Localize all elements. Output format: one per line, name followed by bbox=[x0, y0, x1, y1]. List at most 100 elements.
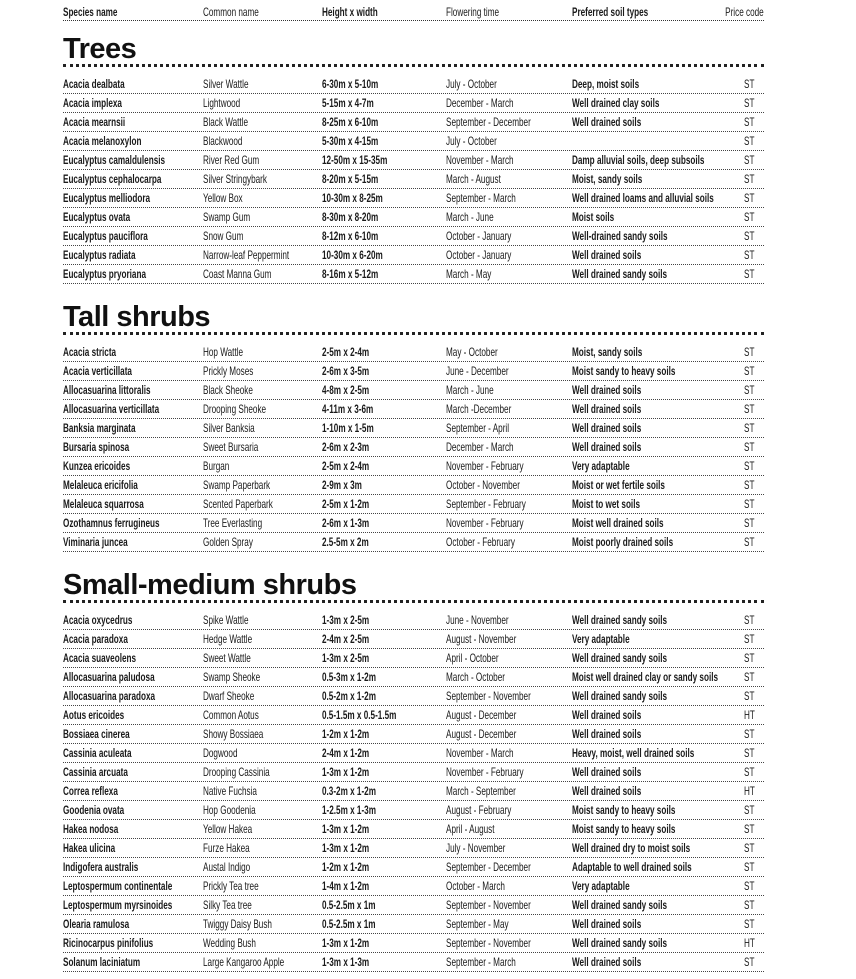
species-name-cell: Acacia stricta bbox=[63, 345, 203, 359]
common-name-cell: Native Fuchsia bbox=[203, 784, 322, 798]
soil-types-cell: Well drained soils bbox=[572, 402, 744, 416]
column-header-height-width: Height x width bbox=[322, 5, 446, 19]
height-width-text: 2-4m x 2-5m bbox=[322, 632, 370, 646]
price-code-text: ST bbox=[744, 115, 755, 129]
column-header-flowering-time: Flowering time bbox=[446, 5, 572, 19]
flowering-time-cell: October - January bbox=[446, 248, 572, 262]
common-name-cell: Silver Wattle bbox=[203, 77, 322, 91]
price-code-text: ST bbox=[744, 803, 755, 817]
common-name-text: Twiggy Daisy Bush bbox=[203, 917, 272, 931]
flowering-time-text: March - May bbox=[446, 267, 492, 281]
common-name-cell: Hop Goodenia bbox=[203, 803, 322, 817]
species-name-text: Solanum laciniatum bbox=[63, 955, 141, 969]
species-name-cell: Acacia oxycedrus bbox=[63, 613, 203, 627]
table-row: Acacia oxycedrus Spike Wattle 1-3m x 2-5m J… bbox=[63, 611, 764, 630]
species-name-cell: Hakea nodosa bbox=[63, 822, 203, 836]
height-width-cell: 4-11m x 3-6m bbox=[322, 402, 446, 416]
common-name-cell: Swamp Gum bbox=[203, 210, 322, 224]
price-code-cell: ST bbox=[744, 153, 764, 167]
price-code-cell: ST bbox=[744, 402, 764, 416]
species-name-text: Eucalyptus pryoriana bbox=[63, 267, 146, 281]
table-row: Ricinocarpus pinifolius Wedding Bush 1-3m … bbox=[63, 934, 764, 953]
price-code-text: ST bbox=[744, 955, 755, 969]
price-code-text: ST bbox=[744, 516, 755, 530]
table-row: Allocasuarina paludosa Swamp Sheoke 0.5-3m… bbox=[63, 668, 764, 687]
price-code-text: ST bbox=[744, 229, 755, 243]
price-code-text: HT bbox=[744, 936, 755, 950]
common-name-text: Black Wattle bbox=[203, 115, 249, 129]
soil-types-text: Moist sandy to heavy soils bbox=[572, 803, 676, 817]
price-code-cell: ST bbox=[744, 898, 764, 912]
height-width-text: 1-3m x 1-3m bbox=[322, 955, 370, 969]
soil-types-cell: Well drained sandy soils bbox=[572, 898, 744, 912]
height-width-text: 2-6m x 2-3m bbox=[322, 440, 370, 454]
height-width-cell: 1-3m x 1-2m bbox=[322, 765, 446, 779]
table-row: Aotus ericoides Common Aotus 0.5-1.5m x 0.… bbox=[63, 706, 764, 725]
height-width-text: 8-12m x 6-10m bbox=[322, 229, 379, 243]
table-row: Acacia mearnsii Black Wattle 8-25m x 6-10m… bbox=[63, 113, 764, 132]
height-width-text: 0.5-2.5m x 1m bbox=[322, 917, 376, 931]
common-name-text: Prickly Moses bbox=[203, 364, 254, 378]
price-code-text: Price code bbox=[725, 4, 764, 19]
species-name-text: Acacia implexa bbox=[63, 96, 122, 110]
common-name-cell: Sweet Wattle bbox=[203, 651, 322, 665]
height-width-text: 8-30m x 8-20m bbox=[322, 210, 379, 224]
soil-types-cell: Well-drained sandy soils bbox=[572, 229, 744, 243]
common-name-cell: Silver Banksia bbox=[203, 421, 322, 435]
common-name-text: Narrow-leaf Peppermint bbox=[203, 248, 290, 262]
soil-types-cell: Adaptable to well drained soils bbox=[572, 860, 744, 874]
price-code-cell: ST bbox=[744, 383, 764, 397]
common-name-cell: Austal Indigo bbox=[203, 860, 322, 874]
section-title: Tall shrubs bbox=[63, 301, 211, 333]
height-width-text: 1-2.5m x 1-3m bbox=[322, 803, 376, 817]
common-name-cell: Yellow Hakea bbox=[203, 822, 322, 836]
species-name-cell: Goodenia ovata bbox=[63, 803, 203, 817]
soil-types-text: Very adaptable bbox=[572, 632, 630, 646]
species-name-text: Acacia dealbata bbox=[63, 77, 125, 91]
height-width-text: 1-3m x 1-2m bbox=[322, 936, 370, 950]
price-code-text: ST bbox=[744, 364, 755, 378]
table-row: Acacia suaveolens Sweet Wattle 1-3m x 2-5m… bbox=[63, 649, 764, 668]
common-name-text: Burgan bbox=[203, 459, 230, 473]
price-code-cell: ST bbox=[744, 632, 764, 646]
common-name-text: Lightwood bbox=[203, 96, 241, 110]
soil-types-text: Moist poorly drained soils bbox=[572, 535, 674, 549]
common-name-cell: Showy Bossiaea bbox=[203, 727, 322, 741]
section-trees: Trees Acacia dealbata Silver Wattle 6-30m x… bbox=[63, 34, 764, 284]
common-name-text: Wedding Bush bbox=[203, 936, 256, 950]
soil-types-cell: Moist or wet fertile soils bbox=[572, 478, 744, 492]
soil-types-text: Well drained sandy soils bbox=[572, 936, 668, 950]
price-code-text: ST bbox=[744, 765, 755, 779]
soil-types-cell: Well drained soils bbox=[572, 421, 744, 435]
flowering-time-cell: July - November bbox=[446, 841, 572, 855]
soil-types-text: Well drained soils bbox=[572, 765, 642, 779]
common-name-text: Yellow Box bbox=[203, 191, 243, 205]
common-name-cell: Blackwood bbox=[203, 134, 322, 148]
flowering-time-cell: September - March bbox=[446, 955, 572, 969]
height-width-cell: 0.5-2m x 1-2m bbox=[322, 689, 446, 703]
species-name-text: Hakea nodosa bbox=[63, 822, 119, 836]
species-name-cell: Aotus ericoides bbox=[63, 708, 203, 722]
price-code-cell: ST bbox=[744, 727, 764, 741]
flowering-time-text: March - June bbox=[446, 383, 494, 397]
species-name-text: Eucalyptus radiata bbox=[63, 248, 136, 262]
height-width-text: 1-3m x 2-5m bbox=[322, 613, 370, 627]
flowering-time-cell: November - February bbox=[446, 765, 572, 779]
common-name-cell: Spike Wattle bbox=[203, 613, 322, 627]
table-row: Olearia ramulosa Twiggy Daisy Bush 0.5-2.5… bbox=[63, 915, 764, 934]
soil-types-cell: Moist poorly drained soils bbox=[572, 535, 744, 549]
soil-types-text: Well drained soils bbox=[572, 727, 642, 741]
species-name-cell: Acacia mearnsii bbox=[63, 115, 203, 129]
flowering-time-cell: August - December bbox=[446, 708, 572, 722]
common-name-text: Sweet Bursaria bbox=[203, 440, 259, 454]
table-row: Acacia implexa Lightwood 5-15m x 4-7m Decem… bbox=[63, 94, 764, 113]
height-width-text: 8-25m x 6-10m bbox=[322, 115, 379, 129]
height-width-text: 10-30m x 8-25m bbox=[322, 191, 383, 205]
price-code-cell: ST bbox=[744, 765, 764, 779]
height-width-text: 6-30m x 5-10m bbox=[322, 77, 379, 91]
species-name-text: Bursaria spinosa bbox=[63, 440, 130, 454]
flowering-time-text: October - March bbox=[446, 879, 505, 893]
soil-types-text: Moist well drained clay or sandy soils bbox=[572, 670, 719, 684]
species-name-cell: Allocasuarina paradoxa bbox=[63, 689, 203, 703]
flowering-time-text: November - March bbox=[446, 746, 514, 760]
